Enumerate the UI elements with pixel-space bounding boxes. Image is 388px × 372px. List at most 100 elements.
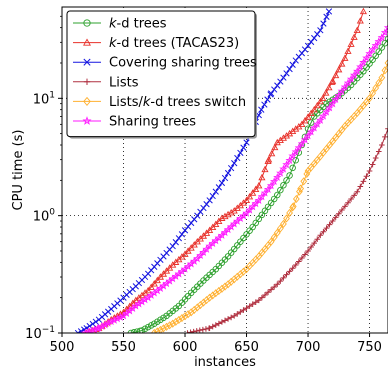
series-marker [240, 307, 247, 313]
series-marker [335, 65, 343, 73]
series-marker [304, 113, 312, 120]
series-marker [159, 270, 168, 277]
legend-item: k-d trees (TACAS23) [73, 36, 239, 51]
legend-item: Lists [73, 75, 139, 90]
series-marker [296, 258, 302, 265]
series-marker [270, 195, 278, 203]
series-marker [131, 301, 140, 310]
series-marker [306, 127, 316, 136]
series-marker [212, 289, 220, 298]
series-marker [227, 164, 235, 172]
series-marker [356, 62, 365, 71]
series-marker [212, 322, 219, 328]
series-marker [92, 318, 99, 325]
series-marker [362, 53, 371, 62]
series-marker [384, 58, 388, 68]
series-marker [368, 45, 377, 54]
series-marker [249, 223, 256, 231]
series-marker [300, 135, 310, 144]
series-marker [372, 83, 380, 93]
series-marker [322, 89, 330, 96]
series-marker [228, 314, 234, 321]
x-tick-label: 750 [357, 340, 382, 355]
series-marker [265, 155, 273, 163]
series-marker [323, 144, 330, 153]
series-marker [270, 176, 279, 186]
series-marker [221, 282, 229, 291]
series-marker [383, 23, 388, 32]
legend-item: k-d trees [73, 17, 167, 32]
series-marker [297, 139, 306, 148]
series-marker [323, 13, 330, 20]
series-marker [328, 99, 337, 108]
series-marker [323, 225, 330, 231]
series-marker [196, 327, 203, 333]
series-marker [363, 173, 370, 180]
series-marker [313, 101, 321, 109]
series-marker [319, 94, 327, 102]
series-marker [353, 26, 361, 33]
series-marker [187, 244, 195, 251]
series-marker [87, 326, 96, 333]
series-marker [271, 284, 278, 290]
series-marker [224, 210, 232, 218]
series-marker [218, 214, 226, 221]
series-marker [267, 237, 275, 246]
series-marker [270, 233, 278, 242]
series-marker [374, 37, 383, 46]
x-tick-label: 700 [296, 340, 321, 355]
series-marker [246, 303, 253, 309]
series-marker [271, 86, 278, 93]
series-marker [312, 119, 322, 128]
series-marker [283, 214, 290, 223]
series-marker [240, 144, 247, 151]
series-marker [206, 293, 214, 302]
series-marker [354, 188, 361, 195]
series-marker [332, 214, 339, 221]
series-marker [261, 207, 269, 215]
series-marker [255, 215, 263, 223]
series-marker [184, 247, 192, 254]
series-marker [254, 196, 264, 205]
series-marker [335, 210, 342, 217]
legend-marker [83, 58, 91, 66]
series-marker [286, 208, 293, 218]
series-marker [215, 184, 223, 191]
x-tick-label: 500 [50, 340, 75, 355]
series-marker [206, 325, 213, 331]
series-marker [246, 192, 254, 200]
series-marker [259, 294, 265, 301]
series-marker [316, 97, 324, 105]
series-marker [338, 125, 346, 134]
series-marker [172, 317, 180, 326]
series-marker [377, 33, 387, 42]
series-marker [299, 255, 305, 261]
series-marker [322, 107, 331, 116]
series-marker [157, 325, 164, 333]
series-marker [349, 70, 359, 79]
series-marker [266, 181, 276, 190]
series-marker [351, 192, 357, 199]
series-marker [280, 219, 287, 229]
series-marker [249, 189, 257, 196]
series-marker [341, 54, 349, 61]
series-marker [267, 90, 275, 97]
series-marker [166, 321, 174, 330]
series-marker [166, 264, 174, 271]
series-marker [209, 291, 217, 300]
legend-box [66, 10, 256, 138]
series-marker [320, 148, 327, 157]
series-marker [331, 95, 340, 104]
series-marker [150, 280, 158, 287]
series-marker [74, 329, 82, 333]
series-marker [294, 143, 303, 152]
series-marker [147, 322, 155, 329]
series-marker [365, 49, 374, 58]
series-marker [178, 313, 186, 323]
series-5 [81, 23, 388, 333]
series-layer [74, 7, 388, 333]
series-marker [363, 64, 370, 71]
series-marker [219, 319, 225, 325]
series-marker [332, 133, 340, 142]
